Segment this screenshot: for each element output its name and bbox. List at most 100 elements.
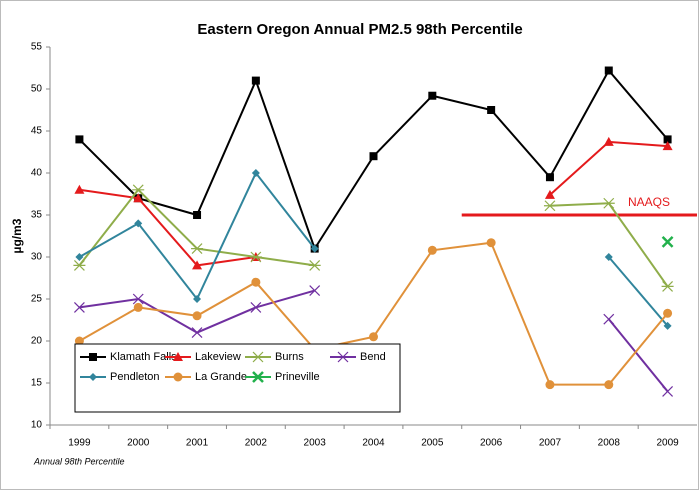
data-point xyxy=(251,76,260,85)
data-point xyxy=(663,308,673,318)
marker-shape xyxy=(663,321,672,330)
legend-label: Prineville xyxy=(275,371,320,383)
x-tick-label: 2008 xyxy=(598,438,621,449)
marker-shape xyxy=(251,277,261,287)
marker-shape xyxy=(663,308,673,318)
data-point xyxy=(249,251,262,263)
marker-shape xyxy=(133,193,144,203)
marker-shape xyxy=(193,211,202,219)
marker-shape xyxy=(604,380,614,390)
legend-item: Pendleton xyxy=(80,371,160,383)
data-point xyxy=(369,332,378,342)
data-point xyxy=(251,277,261,287)
x-tick-label: 2005 xyxy=(421,438,444,449)
marker-shape xyxy=(604,253,613,261)
marker-shape xyxy=(251,169,260,177)
data-point xyxy=(133,193,144,203)
marker-shape xyxy=(133,302,143,312)
legend-marker xyxy=(337,351,349,363)
marker-shape xyxy=(427,245,437,255)
data-point xyxy=(663,321,672,330)
marker-shape xyxy=(73,301,85,313)
data-point xyxy=(661,280,674,292)
data-point xyxy=(545,173,554,182)
data-point xyxy=(602,197,615,209)
legend-label: Lakeview xyxy=(195,351,241,363)
data-point xyxy=(603,136,614,146)
data-point xyxy=(487,106,496,114)
y-tick-label: 40 xyxy=(31,168,43,179)
marker-shape xyxy=(173,372,183,382)
marker-shape xyxy=(89,353,97,361)
marker-shape xyxy=(252,371,264,383)
marker-shape xyxy=(661,280,674,292)
legend-marker xyxy=(173,372,183,382)
legend-label: Bend xyxy=(360,351,386,363)
data-point xyxy=(544,189,555,199)
marker-shape xyxy=(74,184,85,194)
legend-marker xyxy=(252,351,264,363)
marker-shape xyxy=(89,373,97,381)
chart-title: Eastern Oregon Annual PM2.5 98th Percent… xyxy=(197,21,522,38)
legend-item: La Grande xyxy=(165,371,247,383)
x-tick-label: 2003 xyxy=(304,438,327,449)
data-point xyxy=(191,327,203,339)
marker-shape xyxy=(310,244,319,253)
marker-shape xyxy=(192,311,202,321)
marker-shape xyxy=(662,141,673,151)
legend-label: La Grande xyxy=(195,371,247,383)
marker-shape xyxy=(73,259,86,271)
marker-shape xyxy=(75,253,84,261)
data-point xyxy=(604,66,613,75)
y-axis-label: µg/m3 xyxy=(10,218,24,253)
data-point xyxy=(545,380,555,390)
x-tick-label: 2009 xyxy=(656,438,679,449)
data-point xyxy=(661,235,674,248)
marker-shape xyxy=(543,200,556,212)
legend-marker xyxy=(89,353,97,361)
x-tick-label: 2002 xyxy=(245,438,268,449)
data-point xyxy=(486,238,496,248)
marker-shape xyxy=(544,189,555,199)
legend-item: Burns xyxy=(245,351,304,363)
marker-shape xyxy=(173,352,183,361)
legend-box xyxy=(74,343,401,413)
data-point xyxy=(193,211,202,219)
marker-shape xyxy=(191,243,204,255)
data-point xyxy=(251,169,260,177)
y-tick-label: 30 xyxy=(31,252,43,263)
legend-item: Klamath Falls xyxy=(80,351,177,363)
y-tick-label: 35 xyxy=(31,210,43,221)
marker-shape xyxy=(602,197,615,209)
marker-shape xyxy=(545,380,555,390)
data-point xyxy=(74,184,85,194)
data-point xyxy=(133,302,143,312)
data-point xyxy=(309,285,321,297)
y-tick-label: 45 xyxy=(31,126,43,137)
marker-shape xyxy=(545,173,554,182)
marker-shape xyxy=(193,295,202,303)
data-point xyxy=(369,152,378,161)
marker-shape xyxy=(663,135,672,144)
marker-shape xyxy=(603,313,615,325)
data-point xyxy=(428,91,437,100)
legend: Klamath Falls Lakeview Burns Bend Pendleton L… xyxy=(74,343,401,413)
x-tick-label: 2004 xyxy=(362,438,385,449)
marker-shape xyxy=(134,219,143,228)
x-tick-label: 2007 xyxy=(539,438,562,449)
data-point xyxy=(250,301,262,313)
marker-shape xyxy=(75,135,84,144)
data-point xyxy=(193,295,202,303)
data-point xyxy=(604,380,614,390)
data-point xyxy=(308,259,321,271)
legend-item: Prineville xyxy=(245,371,320,383)
legend-marker xyxy=(173,352,183,361)
y-tick-label: 25 xyxy=(31,294,43,305)
marker-shape xyxy=(250,301,262,313)
marker-shape xyxy=(662,385,674,397)
y-tick-label: 50 xyxy=(31,84,43,95)
marker-shape xyxy=(486,238,496,248)
marker-shape xyxy=(337,351,349,363)
legend-marker xyxy=(252,371,264,383)
